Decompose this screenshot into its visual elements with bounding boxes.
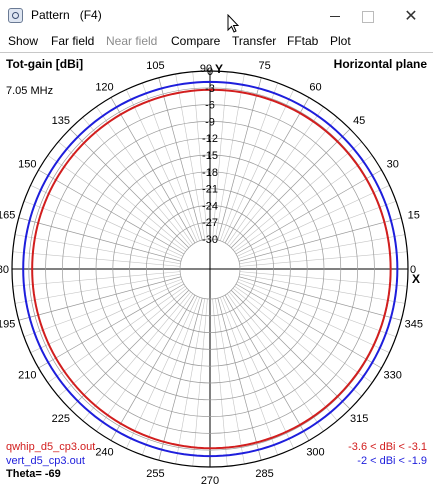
angle-tick-label: 300 (306, 447, 324, 459)
title-bar: Pattern (F4) ✕ (0, 0, 433, 31)
angle-tick-label: 60 (309, 81, 321, 93)
angle-tick-label: 45 (353, 115, 365, 127)
menu-bar: Show Far field Near field Compare Transf… (0, 31, 433, 52)
angle-tick-label: 345 (405, 319, 423, 331)
plane-label: Horizontal plane (333, 57, 427, 71)
legend-series-1-range: -3.6 < dBi < -3.1 (348, 441, 427, 453)
mouse-pointer-icon (227, 14, 240, 33)
angle-tick-label: 30 (387, 159, 399, 171)
radial-tick-label: 0 (207, 66, 213, 78)
grid-circle (146, 205, 274, 333)
radial-tick-label: -24 (202, 200, 218, 212)
radial-tick-label: -15 (202, 150, 218, 162)
theta-label: Theta= -69 (6, 468, 61, 480)
angle-tick-label: 105 (146, 60, 164, 72)
pattern-plot-area: Tot-gain [dBi] Horizontal plane 7.05 MHz… (0, 52, 433, 484)
angle-tick-label: 270 (201, 475, 219, 484)
legend-series-2-range: -2 < dBi < -1.9 (357, 455, 427, 467)
menu-far-field[interactable]: Far field (51, 34, 95, 48)
grid-circle (129, 188, 291, 350)
radial-tick-label: -18 (202, 167, 218, 179)
grid-circle (11, 70, 409, 468)
minimize-button[interactable] (315, 0, 355, 31)
radial-tick-label: -30 (202, 234, 218, 246)
angle-tick-label: 15 (408, 209, 420, 221)
angle-tick-label: 0 (410, 264, 416, 276)
polar-chart: 0 -3 -6 -9 -12 -15 -18 -21 -24 -27 -30 0 15 30 45 60 75 9… (0, 60, 423, 484)
grid-circle (62, 121, 358, 417)
y-axis-label: Y (215, 62, 223, 76)
radial-tick-label: -12 (202, 133, 218, 145)
radial-tick-label: -21 (202, 184, 218, 196)
gain-unit-label: Tot-gain [dBi] (6, 57, 84, 71)
frequency-label: 7.05 MHz (6, 85, 54, 97)
angle-tick-label: 120 (95, 81, 113, 93)
grid-circle (78, 137, 342, 401)
menu-compare[interactable]: Compare (171, 34, 221, 48)
angle-tick-label: 195 (0, 319, 15, 331)
angle-tick-label: 330 (384, 370, 402, 382)
radial-tick-label: -6 (205, 100, 215, 112)
maximize-icon (362, 10, 374, 23)
angle-tick-label: 285 (255, 468, 273, 480)
menu-transfer[interactable]: Transfer (232, 34, 277, 48)
radial-tick-label: -3 (205, 83, 215, 95)
grid-circle (162, 221, 258, 317)
close-button[interactable]: ✕ (391, 0, 431, 31)
grid-circle (95, 154, 325, 384)
grid-circle (45, 104, 375, 434)
angle-tick-label: 180 (0, 264, 9, 276)
angle-tick-label: 240 (95, 447, 113, 459)
angle-tick-label: 90 (200, 63, 212, 75)
angle-tick-label: 255 (146, 468, 164, 480)
angle-tick-label: 315 (350, 413, 368, 425)
window-title: Pattern (F4) (31, 8, 102, 22)
angle-tick-label: 150 (18, 159, 36, 171)
angle-tick-label: 225 (52, 413, 70, 425)
x-axis-label: X (412, 272, 420, 286)
menu-fftab[interactable]: FFtab (287, 34, 319, 48)
menu-near-field: Near field (106, 34, 158, 48)
pattern-app-icon[interactable] (8, 8, 23, 23)
radial-tick-label: -9 (205, 116, 215, 128)
legend-series-2-name: vert_d5_cp3.out (6, 455, 85, 467)
legend-series-1-name: qwhip_d5_cp3.out (6, 441, 96, 453)
angle-tick-label: 75 (258, 60, 270, 72)
maximize-button[interactable] (348, 0, 388, 31)
angle-tick-label: 210 (18, 370, 36, 382)
menu-plot[interactable]: Plot (330, 34, 351, 48)
grid-circle (112, 171, 308, 367)
menu-show[interactable]: Show (8, 34, 39, 48)
series-2-curve (22, 80, 399, 458)
angle-tick-label: 135 (52, 115, 70, 127)
close-icon: ✕ (404, 6, 418, 25)
series-1-curve (31, 88, 392, 450)
angle-tick-label: 165 (0, 209, 15, 221)
minimize-icon (330, 16, 340, 17)
radial-tick-label: -27 (202, 217, 218, 229)
grid-circle (179, 238, 241, 300)
